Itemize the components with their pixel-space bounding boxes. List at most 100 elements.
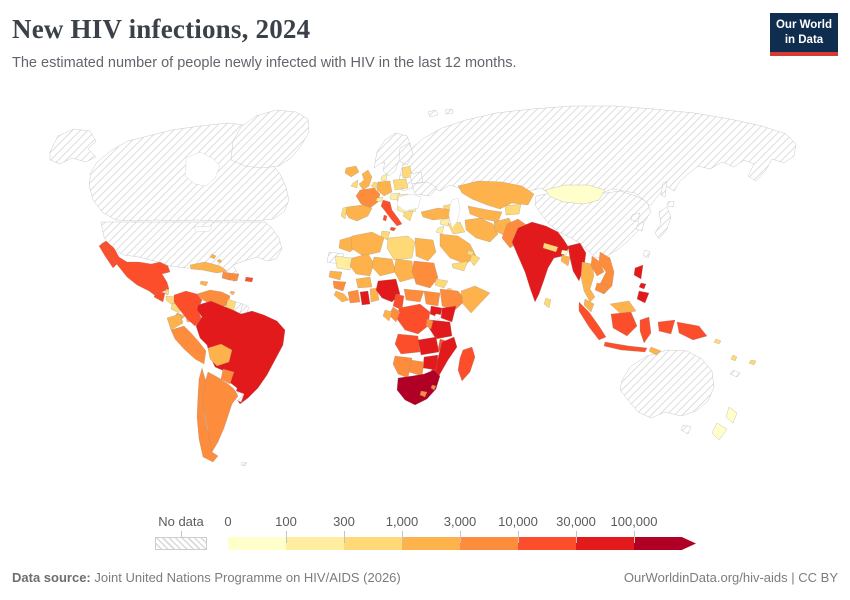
country-indonesia-java[interactable]	[603, 341, 648, 353]
country-jordan-israel[interactable]	[435, 225, 445, 235]
country-iceland[interactable]	[344, 165, 360, 178]
country-bhutan[interactable]	[560, 249, 569, 256]
country-finland[interactable]	[398, 142, 414, 166]
country-brazil[interactable]	[195, 300, 286, 405]
country-malaysia[interactable]	[583, 298, 595, 313]
country-ecuador[interactable]	[166, 313, 184, 331]
country-portugal[interactable]	[340, 206, 348, 220]
legend-bin-1,000-3,000[interactable]	[402, 537, 460, 550]
country-ghana[interactable]	[359, 290, 371, 306]
country-south-africa[interactable]	[396, 369, 441, 406]
country-indonesia-sulawesi[interactable]	[639, 316, 652, 344]
country-iran[interactable]	[464, 217, 499, 243]
country-taiwan[interactable]	[642, 249, 651, 259]
legend-bin-300-1,000[interactable]	[344, 537, 402, 550]
country-germany[interactable]	[376, 180, 393, 197]
country-cuba[interactable]	[189, 261, 228, 274]
country-zambia[interactable]	[417, 336, 440, 356]
country-sudan[interactable]	[411, 260, 439, 289]
country-somalia[interactable]	[460, 285, 491, 314]
country-libya[interactable]	[386, 235, 416, 261]
country-iraq[interactable]	[447, 221, 466, 235]
country-india[interactable]	[511, 221, 570, 303]
country-mexico[interactable]	[98, 240, 171, 298]
country-poland[interactable]	[392, 178, 409, 191]
country-uae-qatar[interactable]	[466, 249, 475, 257]
legend-bin-0-100[interactable]	[228, 537, 286, 550]
country-kyrgyz-tajik[interactable]	[504, 203, 522, 216]
country-greece[interactable]	[402, 210, 414, 222]
country-syria[interactable]	[439, 217, 451, 227]
country-eritrea[interactable]	[434, 278, 449, 289]
country-eswatini[interactable]	[430, 384, 437, 391]
country-alaska[interactable]	[49, 128, 97, 165]
country-fiji[interactable]	[748, 359, 757, 366]
country-ukraine[interactable]	[411, 181, 438, 197]
country-paraguay[interactable]	[220, 368, 235, 385]
country-nigeria[interactable]	[375, 278, 401, 303]
country-dominican-republic[interactable]	[228, 272, 240, 282]
country-peru[interactable]	[170, 325, 207, 365]
country-niger[interactable]	[371, 256, 397, 277]
country-kenya[interactable]	[440, 305, 457, 323]
legend-bin-3,000-10,000[interactable]	[460, 537, 518, 550]
country-indonesia-papua[interactable]	[657, 319, 676, 335]
country-papua-new-guinea[interactable]	[676, 321, 708, 341]
country-switzerland[interactable]	[375, 196, 384, 203]
country-south-korea[interactable]	[635, 221, 645, 232]
country-chad[interactable]	[393, 258, 415, 283]
country-egypt[interactable]	[414, 237, 437, 262]
country-bolivia[interactable]	[207, 343, 233, 367]
country-spain[interactable]	[344, 204, 373, 222]
country-trinidad[interactable]	[229, 290, 236, 296]
legend-bin-30,000-100,000[interactable]	[576, 537, 634, 550]
country-sakhalin[interactable]	[660, 180, 668, 198]
country-falkland-islands[interactable]	[240, 461, 248, 467]
country-haiti[interactable]	[221, 271, 231, 281]
country-new-caledonia[interactable]	[729, 369, 741, 378]
legend-bin-100-300[interactable]	[286, 537, 344, 550]
country-mongolia[interactable]	[544, 184, 606, 205]
country-cote-divoire[interactable]	[347, 289, 361, 304]
country-chile[interactable]	[196, 367, 219, 463]
country-belize[interactable]	[164, 288, 170, 296]
country-guinea[interactable]	[332, 280, 347, 292]
country-bangladesh[interactable]	[560, 254, 571, 267]
country-uk[interactable]	[358, 169, 373, 191]
country-yemen[interactable]	[451, 260, 469, 272]
country-bahamas[interactable]	[209, 253, 223, 264]
country-japan[interactable]	[654, 200, 675, 240]
country-belarus[interactable]	[409, 171, 424, 185]
country-laos[interactable]	[590, 255, 605, 277]
country-cambodia[interactable]	[594, 282, 609, 295]
country-philippines[interactable]	[633, 264, 650, 304]
legend-bin-100,000+[interactable]	[634, 537, 696, 550]
country-rwanda-burundi[interactable]	[425, 318, 434, 330]
country-togo-benin[interactable]	[369, 287, 380, 303]
country-benelux[interactable]	[370, 181, 379, 190]
country-nepal[interactable]	[542, 242, 559, 253]
country-vanuatu[interactable]	[730, 354, 738, 362]
country-sri-lanka[interactable]	[543, 297, 552, 309]
country-zimbabwe[interactable]	[422, 354, 439, 371]
country-oman[interactable]	[469, 253, 481, 267]
country-north-korea[interactable]	[630, 212, 641, 223]
country-madagascar[interactable]	[457, 346, 476, 382]
country-drc[interactable]	[396, 303, 431, 335]
country-burkina-faso[interactable]	[355, 276, 373, 289]
country-australia[interactable]	[619, 349, 715, 435]
country-gabon[interactable]	[382, 309, 393, 322]
country-indonesia-kalimantan[interactable]	[610, 311, 638, 337]
country-mauritania[interactable]	[334, 255, 353, 271]
country-ireland[interactable]	[350, 179, 359, 189]
country-denmark[interactable]	[380, 173, 388, 182]
country-ethiopia[interactable]	[439, 288, 467, 311]
credit-link[interactable]: OurWorldinData.org/hiv-aids | CC BY	[623, 570, 838, 585]
country-solomon-islands[interactable]	[713, 338, 722, 345]
country-mali[interactable]	[349, 253, 375, 277]
country-sierra-leone-liberia[interactable]	[333, 290, 350, 303]
country-guatemala[interactable]	[153, 290, 166, 303]
country-central-african-republic[interactable]	[403, 288, 425, 303]
country-south-sudan[interactable]	[423, 290, 441, 307]
owid-logo[interactable]: Our World in Data	[770, 13, 838, 56]
